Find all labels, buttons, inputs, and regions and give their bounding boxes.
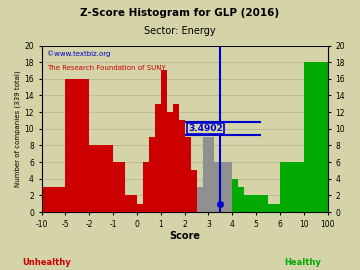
Bar bbox=[226, 162, 232, 212]
Bar bbox=[125, 195, 137, 212]
Bar bbox=[215, 162, 220, 212]
X-axis label: Score: Score bbox=[169, 231, 200, 241]
Bar bbox=[232, 179, 238, 212]
Bar bbox=[197, 187, 203, 212]
Bar bbox=[244, 195, 256, 212]
Bar bbox=[190, 170, 197, 212]
Text: ©www.textbiz.org: ©www.textbiz.org bbox=[47, 50, 111, 57]
Bar bbox=[280, 162, 304, 212]
Text: Z-Score Histogram for GLP (2016): Z-Score Histogram for GLP (2016) bbox=[80, 8, 280, 18]
Bar bbox=[185, 137, 190, 212]
Bar bbox=[41, 187, 66, 212]
Text: 3.4902: 3.4902 bbox=[188, 124, 223, 133]
Bar bbox=[155, 104, 161, 212]
Bar bbox=[256, 195, 268, 212]
Bar bbox=[149, 137, 155, 212]
Text: Healthy: Healthy bbox=[284, 258, 321, 266]
Bar bbox=[89, 146, 113, 212]
Bar bbox=[268, 204, 280, 212]
Bar bbox=[167, 112, 173, 212]
Bar bbox=[179, 120, 185, 212]
Bar bbox=[238, 187, 244, 212]
Bar bbox=[208, 137, 215, 212]
Text: Sector: Energy: Sector: Energy bbox=[144, 26, 216, 36]
Bar bbox=[161, 70, 167, 212]
Bar bbox=[203, 137, 208, 212]
Bar bbox=[143, 162, 149, 212]
Bar bbox=[113, 162, 125, 212]
Bar bbox=[173, 104, 179, 212]
Text: The Research Foundation of SUNY: The Research Foundation of SUNY bbox=[47, 66, 166, 72]
Bar bbox=[137, 204, 143, 212]
Text: Unhealthy: Unhealthy bbox=[22, 258, 71, 266]
Y-axis label: Number of companies (339 total): Number of companies (339 total) bbox=[15, 70, 22, 187]
Bar bbox=[66, 79, 89, 212]
Bar bbox=[304, 62, 328, 212]
Bar bbox=[220, 162, 226, 212]
